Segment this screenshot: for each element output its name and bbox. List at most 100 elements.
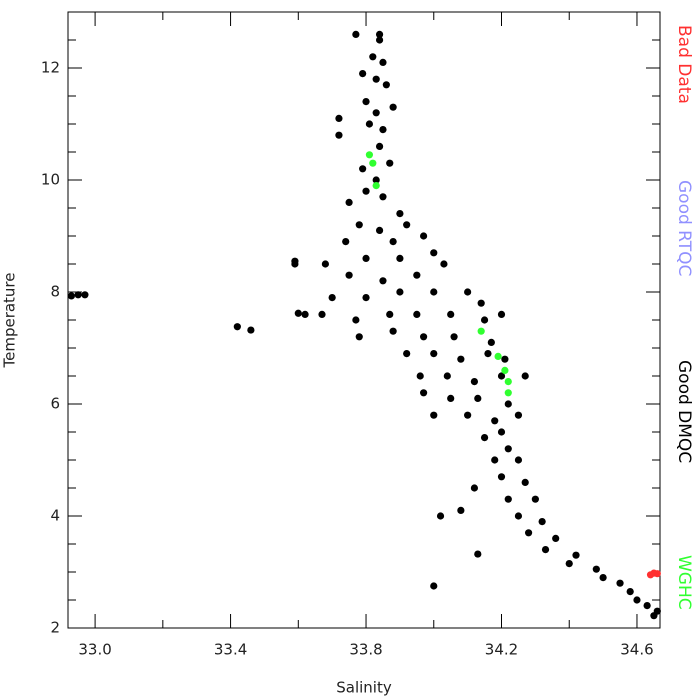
data-point: [396, 254, 404, 262]
data-point: [565, 560, 573, 568]
data-point: [81, 291, 89, 299]
data-point: [487, 338, 495, 346]
data-point: [375, 142, 384, 150]
data-point: [345, 271, 353, 279]
data-point: [403, 350, 411, 358]
data-point: [416, 372, 424, 380]
data-point: [430, 249, 438, 257]
data-point: [497, 372, 506, 380]
data-point: [375, 30, 384, 38]
y-tick-label: 2: [50, 619, 60, 637]
x-tick-label: 33.8: [349, 641, 382, 659]
data-point: [538, 518, 546, 526]
data-point: [430, 350, 438, 358]
data-point: [335, 131, 343, 139]
data-point: [389, 327, 397, 335]
data-point: [355, 221, 363, 229]
data-point: [443, 372, 451, 380]
data-point: [420, 232, 428, 240]
x-axis-label: Salinity: [336, 679, 392, 697]
data-point: [379, 277, 387, 285]
y-tick-label: 12: [41, 59, 60, 77]
data-point: [372, 182, 380, 190]
x-tick-label: 34.6: [620, 641, 653, 659]
data-point: [372, 109, 380, 117]
data-point: [521, 372, 529, 380]
data-point: [514, 411, 523, 419]
data-point: [501, 355, 509, 363]
data-point: [650, 612, 658, 620]
y-tick-label: 8: [50, 283, 60, 301]
data-point: [457, 355, 465, 363]
data-point: [386, 310, 394, 318]
data-point: [413, 310, 421, 318]
data-point: [379, 58, 387, 66]
data-point: [504, 378, 512, 386]
data-point: [362, 294, 370, 302]
data-point: [369, 53, 377, 61]
data-point: [413, 271, 421, 279]
x-tick-label: 33.4: [214, 641, 247, 659]
data-point: [352, 30, 360, 38]
data-point: [301, 310, 309, 318]
data-point: [372, 75, 380, 83]
data-point: [497, 310, 506, 318]
data-point: [477, 299, 485, 307]
y-tick-label: 6: [50, 395, 60, 413]
data-point: [291, 260, 299, 268]
data-point: [480, 434, 489, 442]
data-point: [450, 333, 458, 341]
data-point: [504, 389, 512, 397]
data-point: [480, 316, 489, 324]
y-tick-label: 4: [50, 507, 60, 525]
data-point: [524, 529, 533, 537]
data-point: [396, 288, 404, 296]
data-point: [514, 456, 523, 464]
y-axis-label: Temperature: [1, 272, 19, 368]
data-point: [67, 292, 75, 300]
data-point: [616, 579, 624, 587]
data-point: [653, 570, 661, 578]
data-point: [494, 352, 502, 360]
data-point: [372, 176, 380, 184]
data-point: [470, 484, 479, 492]
data-point: [592, 565, 600, 573]
data-point: [504, 445, 512, 453]
data-point: [643, 602, 651, 610]
data-point: [464, 411, 472, 419]
data-point: [497, 473, 506, 481]
data-point: [247, 326, 255, 334]
data-point: [430, 288, 438, 296]
data-point: [359, 165, 367, 173]
data-point: [497, 428, 506, 436]
data-point: [440, 260, 448, 268]
data-point: [541, 546, 550, 554]
data-point: [365, 120, 374, 128]
data-point: [464, 288, 472, 296]
data-point: [375, 36, 384, 44]
data-point: [74, 291, 82, 299]
data-point: [501, 366, 509, 374]
data-point: [362, 254, 370, 262]
data-point: [233, 323, 241, 331]
data-point: [342, 238, 350, 246]
data-point: [491, 417, 499, 425]
data-point: [345, 198, 353, 206]
data-point: [365, 151, 374, 159]
data-point: [484, 350, 492, 358]
legend-entry: Bad Data: [674, 25, 694, 104]
data-point: [386, 159, 394, 167]
y-tick-label: 10: [41, 171, 60, 189]
data-point: [389, 103, 397, 111]
legend-entry: WGHC: [674, 555, 694, 610]
data-point: [321, 260, 329, 268]
data-point: [430, 411, 438, 419]
data-point: [318, 310, 326, 318]
data-point: [430, 582, 438, 590]
data-point: [470, 378, 479, 386]
data-point: [355, 333, 363, 341]
data-point: [447, 310, 455, 318]
data-point: [457, 506, 465, 514]
data-point: [521, 478, 529, 486]
